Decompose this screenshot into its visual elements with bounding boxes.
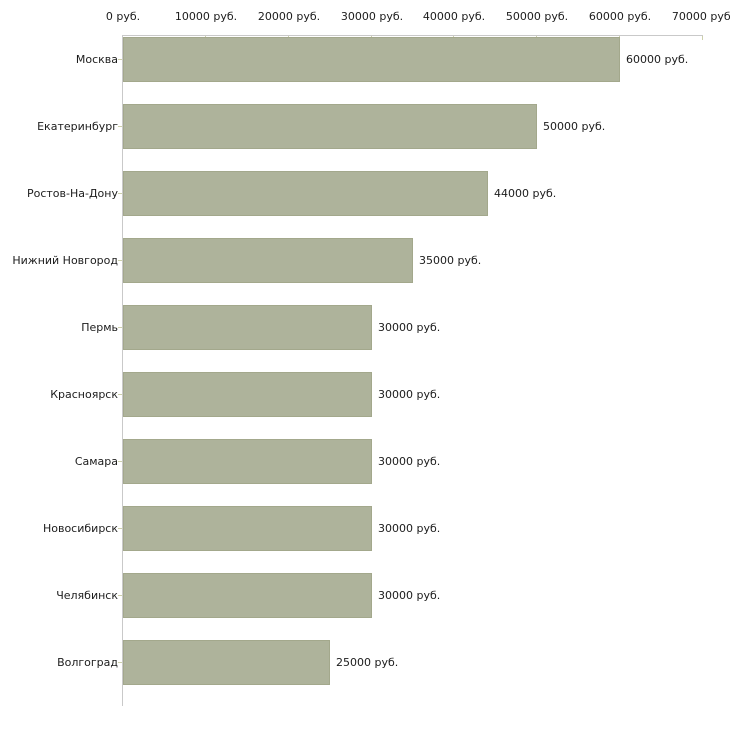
x-axis-tick-label: 70000 руб. <box>671 10 730 23</box>
bar <box>123 506 372 551</box>
x-axis-tick-label: 20000 руб. <box>257 10 321 23</box>
y-axis-tick-mark <box>118 260 122 261</box>
y-axis-tick-mark <box>118 528 122 529</box>
value-label: 60000 руб. <box>626 53 689 66</box>
x-axis-tick-label: 30000 руб. <box>340 10 404 23</box>
plot-area: 0 руб. 10000 руб. 20000 руб. 30000 руб. 4000… <box>12 10 730 706</box>
x-axis-tick-label: 40000 руб. <box>422 10 486 23</box>
y-axis-tick-mark <box>118 126 122 127</box>
y-axis-tick-mark <box>118 662 122 663</box>
bar <box>123 439 372 484</box>
bar <box>123 573 372 618</box>
value-label: 35000 руб. <box>419 254 482 267</box>
y-axis-tick-mark <box>118 595 122 596</box>
category-label: Красноярск <box>50 388 118 401</box>
category-label: Самара <box>74 455 118 468</box>
value-label: 44000 руб. <box>494 187 557 200</box>
bar <box>123 171 488 216</box>
category-label: Челябинск <box>56 589 118 602</box>
value-label: 30000 руб. <box>378 388 441 401</box>
bar <box>123 37 620 82</box>
value-label: 30000 руб. <box>378 522 441 535</box>
value-label: 50000 руб. <box>543 120 606 133</box>
y-axis-tick-mark <box>118 193 122 194</box>
value-label: 25000 руб. <box>336 656 399 669</box>
bar <box>123 372 372 417</box>
x-axis-tick-label: 60000 руб. <box>588 10 652 23</box>
category-label: Новосибирск <box>42 522 118 535</box>
category-label: Волгоград <box>57 656 118 669</box>
y-axis-tick-mark <box>118 59 122 60</box>
category-label: Ростов-На-Дону <box>26 187 118 200</box>
category-label: Москва <box>75 53 118 66</box>
x-axis-tick-mark <box>702 36 703 40</box>
bar <box>123 640 330 685</box>
bar <box>123 305 372 350</box>
x-axis-tick-label: 0 руб. <box>105 10 141 23</box>
y-axis-tick-mark <box>118 327 122 328</box>
x-axis-tick-label: 50000 руб. <box>505 10 569 23</box>
category-label: Екатеринбург <box>37 120 118 133</box>
category-label: Пермь <box>81 321 118 334</box>
category-label: Нижний Новгород <box>12 254 118 267</box>
value-label: 30000 руб. <box>378 321 441 334</box>
y-axis-tick-mark <box>118 461 122 462</box>
value-label: 30000 руб. <box>378 589 441 602</box>
x-axis-tick-label: 10000 руб. <box>174 10 238 23</box>
value-label: 30000 руб. <box>378 455 441 468</box>
y-axis-tick-mark <box>118 394 122 395</box>
bar <box>123 238 413 283</box>
bar <box>123 104 537 149</box>
